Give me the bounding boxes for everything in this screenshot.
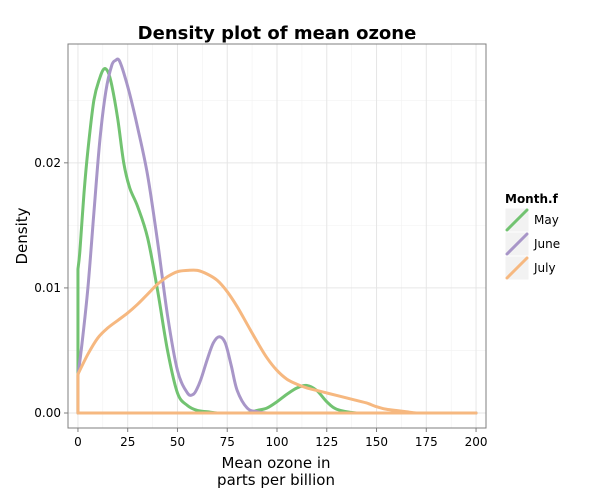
- legend-label-june: June: [533, 237, 560, 251]
- y-tick-label: 0.01: [34, 281, 61, 295]
- x-tick-label: 175: [415, 435, 438, 449]
- x-tick-label: 125: [315, 435, 338, 449]
- legend-label-july: July: [533, 261, 556, 275]
- x-tick-label: 75: [220, 435, 235, 449]
- y-axis-title: Density: [13, 207, 31, 264]
- x-tick-label: 100: [266, 435, 289, 449]
- legend-label-may: May: [534, 213, 559, 227]
- series-lines: [76, 57, 478, 415]
- series-line-july: [76, 268, 478, 415]
- legend: Month.f May June July: [504, 192, 560, 281]
- legend-swatch-may: [505, 208, 529, 232]
- x-axis-title-line-1: Mean ozone in: [221, 454, 330, 472]
- legend-swatch-july: [505, 256, 529, 280]
- y-axis: 0.00 0.01 0.02: [34, 156, 68, 420]
- y-tick-label: 0.00: [34, 406, 61, 420]
- x-tick-label: 50: [170, 435, 185, 449]
- legend-title: Month.f: [505, 192, 559, 206]
- x-tick-label: 150: [365, 435, 388, 449]
- x-tick-label: 25: [120, 435, 135, 449]
- x-tick-label: 0: [74, 435, 82, 449]
- y-tick-label: 0.02: [34, 156, 61, 170]
- x-tick-label: 200: [465, 435, 488, 449]
- chart-title: Density plot of mean ozone: [138, 23, 417, 44]
- x-axis-title-line-2: parts per billion: [217, 471, 335, 489]
- legend-swatch-june: [505, 232, 529, 256]
- plot-panel: [67, 43, 487, 429]
- x-axis: 0 25 50 75 100 125 150 175 200: [74, 428, 488, 449]
